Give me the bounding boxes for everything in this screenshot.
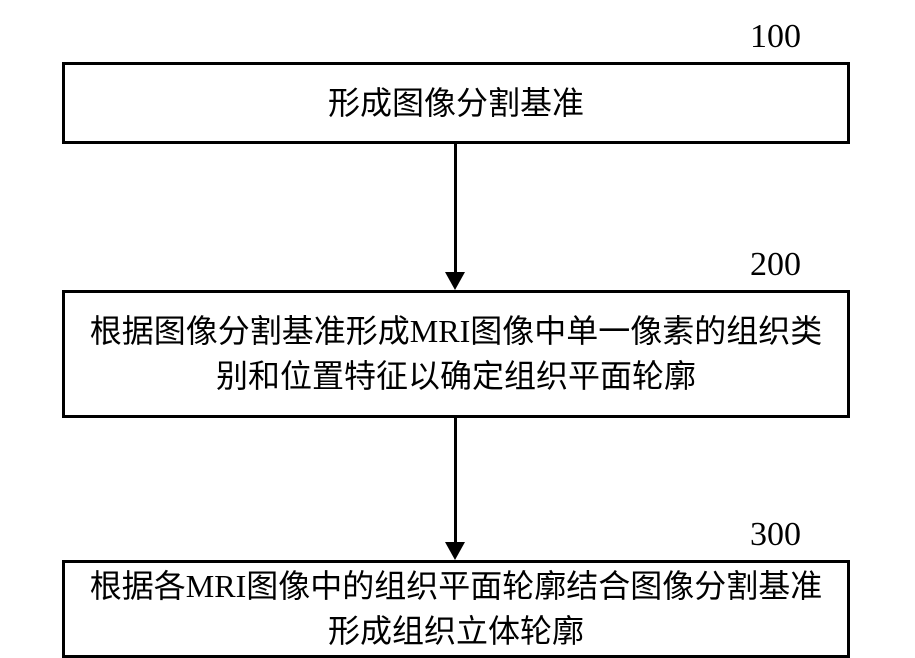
step-100-text: 形成图像分割基准 xyxy=(328,81,584,126)
step-100-box: 形成图像分割基准 xyxy=(62,62,850,144)
arrow-2-head xyxy=(445,542,465,560)
step-200-box: 根据图像分割基准形成MRI图像中单一像素的组织类别和位置特征以确定组织平面轮廓 xyxy=(62,290,850,418)
flowchart-canvas: 100 形成图像分割基准 200 根据图像分割基准形成MRI图像中单一像素的组织… xyxy=(0,0,915,658)
arrow-1-head xyxy=(445,272,465,290)
step-300-text: 根据各MRI图像中的组织平面轮廓结合图像分割基准形成组织立体轮廓 xyxy=(85,564,827,654)
arrow-2-line xyxy=(454,418,457,542)
step-300-label: 300 xyxy=(750,516,801,554)
step-100-label: 100 xyxy=(750,18,801,56)
step-300-box: 根据各MRI图像中的组织平面轮廓结合图像分割基准形成组织立体轮廓 xyxy=(62,560,850,658)
step-200-label: 200 xyxy=(750,246,801,284)
step-200-text: 根据图像分割基准形成MRI图像中单一像素的组织类别和位置特征以确定组织平面轮廓 xyxy=(85,309,827,399)
arrow-1-line xyxy=(454,144,457,272)
